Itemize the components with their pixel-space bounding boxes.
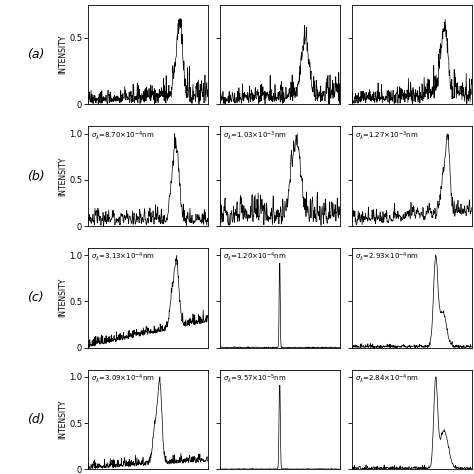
Text: $\sigma_\lambda$=2.93×10$^{-4}$nm: $\sigma_\lambda$=2.93×10$^{-4}$nm bbox=[355, 251, 419, 264]
Text: $\sigma_\lambda$=1.20×10$^{-4}$nm: $\sigma_\lambda$=1.20×10$^{-4}$nm bbox=[223, 251, 287, 264]
Text: $\sigma_\lambda$=3.13×10$^{-4}$nm: $\sigma_\lambda$=3.13×10$^{-4}$nm bbox=[91, 251, 155, 264]
Y-axis label: INTENSITY: INTENSITY bbox=[59, 400, 68, 439]
Text: $\sigma_\lambda$=9.57×10$^{-5}$nm: $\sigma_\lambda$=9.57×10$^{-5}$nm bbox=[223, 373, 287, 385]
Text: (d): (d) bbox=[27, 413, 45, 426]
Text: (b): (b) bbox=[27, 170, 45, 182]
Text: $\sigma_\lambda$=1.03×10$^{-3}$nm: $\sigma_\lambda$=1.03×10$^{-3}$nm bbox=[223, 129, 287, 142]
Y-axis label: INTENSITY: INTENSITY bbox=[59, 156, 68, 196]
Text: $\sigma_\lambda$=2.84×10$^{-4}$nm: $\sigma_\lambda$=2.84×10$^{-4}$nm bbox=[355, 373, 419, 385]
Y-axis label: INTENSITY: INTENSITY bbox=[59, 278, 68, 318]
Text: $\sigma_\lambda$=1.27×10$^{-3}$nm: $\sigma_\lambda$=1.27×10$^{-3}$nm bbox=[355, 129, 419, 142]
Text: $\sigma_\lambda$=8.70×10$^{-4}$nm: $\sigma_\lambda$=8.70×10$^{-4}$nm bbox=[91, 129, 155, 142]
Text: (a): (a) bbox=[27, 48, 44, 61]
Y-axis label: INTENSITY: INTENSITY bbox=[59, 35, 68, 74]
Text: (c): (c) bbox=[27, 292, 44, 304]
Text: $\sigma_\lambda$=3.09×10$^{-4}$nm: $\sigma_\lambda$=3.09×10$^{-4}$nm bbox=[91, 373, 155, 385]
